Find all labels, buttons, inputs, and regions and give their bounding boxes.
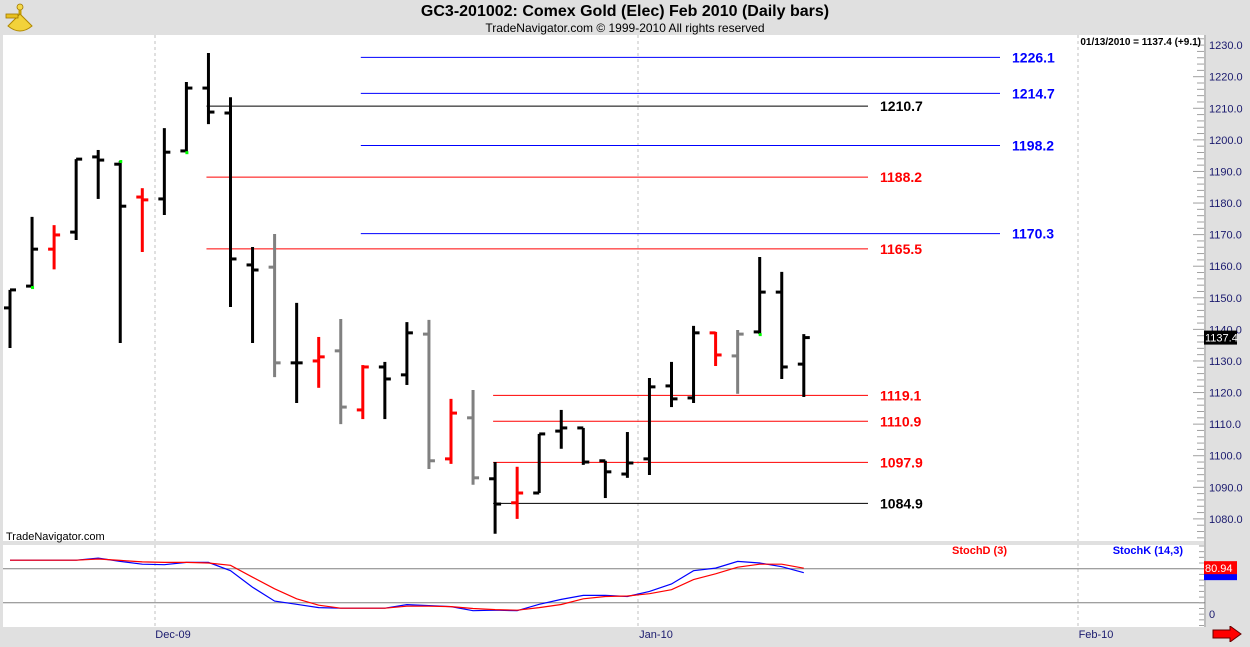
stoch-tick-label: 0 <box>1209 609 1215 621</box>
ohlc-bar <box>599 459 612 499</box>
ohlc-bar <box>334 318 347 425</box>
ohlc-bar <box>70 157 83 240</box>
ohlc-bar <box>643 378 656 475</box>
ohlc-bar <box>533 432 546 495</box>
y-tick-label: 1120.0 <box>1209 388 1242 400</box>
stochd-line <box>10 558 804 611</box>
ohlc-bar <box>445 398 457 464</box>
level-label: 1165.5 <box>880 241 922 257</box>
y-tick-label: 1200.0 <box>1209 135 1243 147</box>
level-label: 1198.2 <box>1012 138 1054 154</box>
y-tick-label: 1110.0 <box>1209 419 1241 431</box>
y-tick-label: 1170.0 <box>1209 230 1242 242</box>
level-label: 1170.3 <box>1012 226 1054 242</box>
stochd-value-box <box>1204 561 1237 575</box>
ohlc-bar <box>731 330 744 394</box>
level-label: 1084.9 <box>880 495 923 511</box>
level-label: 1110.9 <box>880 413 921 429</box>
ohlc-bar <box>356 365 369 420</box>
ohlc-bar <box>180 82 193 155</box>
level-label: 1226.1 <box>1012 49 1055 65</box>
level-label: 1119.1 <box>880 387 921 403</box>
y-tick-label: 1160.0 <box>1209 261 1242 273</box>
ohlc-bar <box>136 188 149 252</box>
stochd-value-label: 80.94 <box>1205 563 1233 575</box>
watermark-text: TradeNavigator.com <box>6 531 105 543</box>
ohlc-bar <box>753 257 766 337</box>
x-tick-label: Feb-10 <box>1079 629 1114 641</box>
ohlc-bar <box>202 53 215 125</box>
y-tick-label: 1180.0 <box>1209 198 1242 210</box>
ohlc-bar <box>26 216 39 290</box>
stochd-legend: StochD (3) <box>952 545 1007 557</box>
ohlc-bar <box>92 149 105 199</box>
y-tick-label: 1100.0 <box>1209 451 1242 463</box>
ohlc-bar <box>312 336 325 388</box>
ohlc-bar <box>378 361 391 420</box>
chart-title: GC3-201002: Comex Gold (Elec) Feb 2010 (… <box>420 3 830 20</box>
bar-marker <box>31 286 35 290</box>
ohlc-bar <box>709 331 722 367</box>
ohlc-bar <box>687 325 700 403</box>
level-label: 1188.2 <box>880 169 922 185</box>
y-tick-label: 1130.0 <box>1209 356 1242 368</box>
ohlc-bar <box>4 288 16 349</box>
stochk-legend: StochK (14,3) <box>1113 545 1184 557</box>
y-tick-label: 1210.0 <box>1209 103 1243 115</box>
ohlc-bar <box>489 462 502 534</box>
y-tick-label: 1230.0 <box>1209 40 1243 52</box>
level-label: 1214.7 <box>1012 85 1055 101</box>
ohlc-bar <box>114 160 127 343</box>
ohlc-bar <box>775 271 788 379</box>
stochk-line <box>10 557 804 612</box>
ohlc-bar <box>797 334 810 397</box>
ohlc-bar <box>665 361 678 408</box>
ohlc-bar <box>621 432 634 478</box>
ohlc-bar <box>555 409 568 449</box>
x-tick-label: Dec-09 <box>155 629 190 641</box>
ohlc-bar <box>158 128 171 216</box>
y-tick-label: 1080.0 <box>1209 514 1243 526</box>
ohlc-bar <box>246 246 259 343</box>
y-tick-label: 1090.0 <box>1209 482 1243 494</box>
bar-marker <box>119 160 123 164</box>
stoch-plot-area[interactable] <box>3 545 1205 627</box>
ohlc-bar <box>400 322 413 385</box>
stochk-value-box <box>1204 570 1237 581</box>
y-tick-label: 1220.0 <box>1209 72 1243 84</box>
ohlc-bar <box>511 466 524 519</box>
bar-marker <box>185 151 189 155</box>
ohlc-bar <box>577 426 590 465</box>
ohlc-bar <box>467 390 480 485</box>
ohlc-bar <box>290 302 303 403</box>
ohlc-bar <box>48 225 61 270</box>
ohlc-bar <box>224 97 237 307</box>
last-price-box <box>1204 330 1237 345</box>
level-label: 1097.9 <box>880 454 923 470</box>
x-tick-label: Jan-10 <box>639 629 673 641</box>
red-arrow-right-icon[interactable] <box>1212 625 1242 643</box>
bar-marker <box>758 333 762 337</box>
ohlc-bar <box>268 233 281 378</box>
copyright-subtitle: TradeNavigator.com © 1999-2010 All right… <box>485 21 765 35</box>
level-label: 1210.7 <box>880 98 923 114</box>
sextant-icon <box>3 2 37 34</box>
price-plot-area[interactable] <box>3 35 1205 541</box>
y-tick-label: 1150.0 <box>1209 293 1242 305</box>
last-price-label: 1137.4 <box>1205 333 1238 345</box>
ohlc-bar <box>422 319 435 469</box>
y-tick-label: 1190.0 <box>1209 166 1242 178</box>
last-readout: 01/13/2010 = 1137.4 (+9.1) <box>1080 37 1201 48</box>
